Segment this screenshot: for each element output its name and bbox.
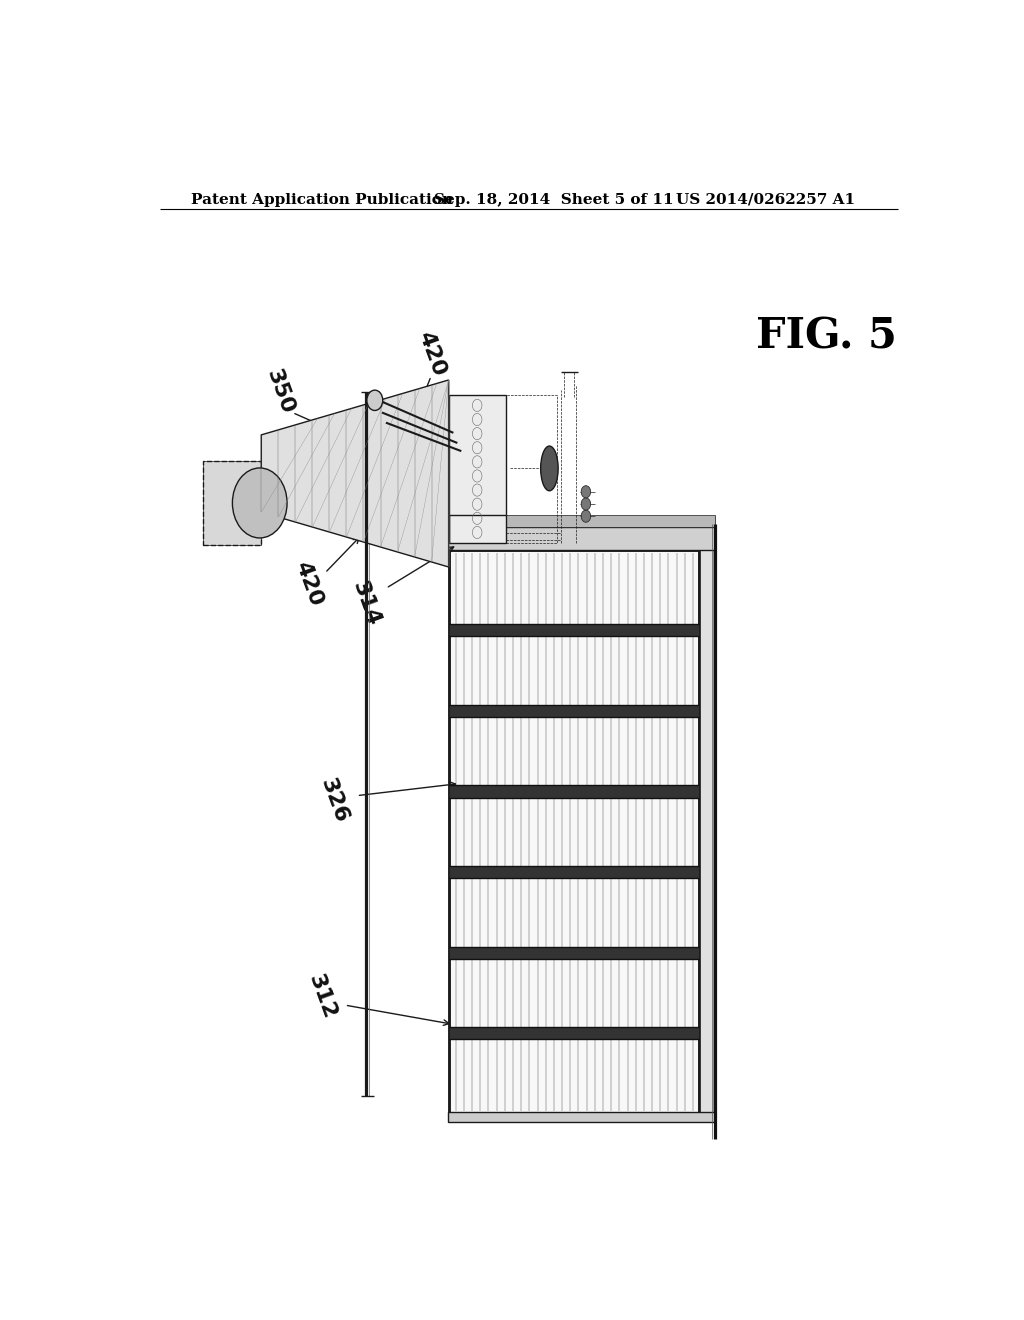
Bar [450, 946, 699, 958]
Bar [450, 785, 699, 797]
Circle shape [582, 510, 591, 523]
Circle shape [232, 469, 287, 539]
Bar [450, 549, 699, 1114]
Bar [450, 624, 699, 636]
Circle shape [367, 391, 383, 411]
Text: 350: 350 [263, 367, 298, 417]
Text: Patent Application Publication: Patent Application Publication [191, 193, 454, 207]
Polygon shape [261, 380, 449, 568]
Bar [447, 1111, 715, 1122]
Bar [450, 1027, 699, 1039]
Bar [204, 461, 261, 545]
Bar [699, 517, 714, 1114]
Text: 312: 312 [305, 972, 340, 1022]
Bar [450, 866, 699, 878]
Circle shape [582, 486, 591, 498]
Circle shape [582, 498, 591, 510]
Text: US 2014/0262257 A1: US 2014/0262257 A1 [676, 193, 855, 207]
Text: Sep. 18, 2014  Sheet 5 of 11: Sep. 18, 2014 Sheet 5 of 11 [433, 193, 673, 207]
Bar [506, 395, 557, 543]
Bar [445, 515, 715, 528]
Text: 420: 420 [414, 329, 449, 379]
Bar [450, 705, 699, 717]
Bar [204, 461, 261, 545]
Ellipse shape [541, 446, 558, 491]
Text: 326: 326 [317, 776, 351, 826]
Bar [699, 517, 714, 1114]
Text: FIG. 5: FIG. 5 [756, 315, 897, 358]
Bar [450, 549, 699, 1114]
Text: 420: 420 [292, 558, 327, 609]
Bar [449, 395, 506, 543]
Text: 314: 314 [349, 578, 383, 628]
Bar [445, 528, 715, 549]
